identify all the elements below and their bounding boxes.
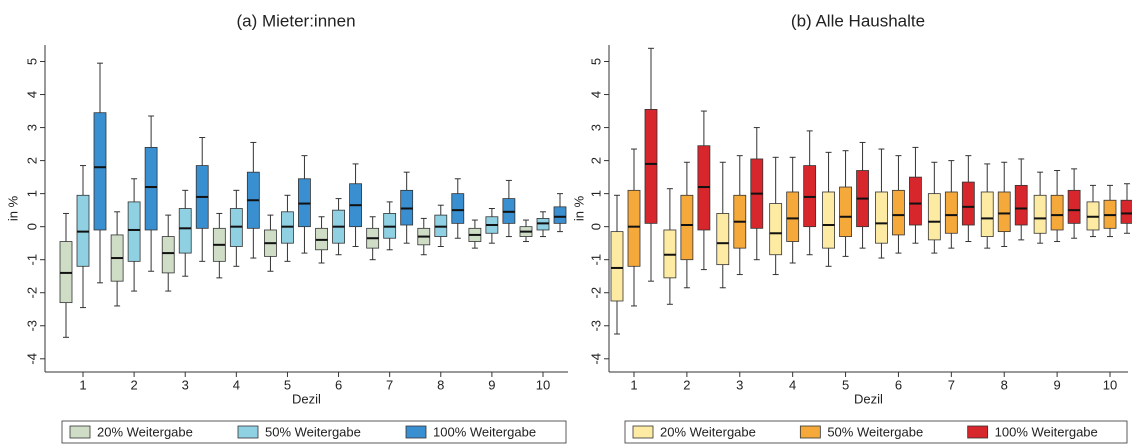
x-tick-label: 6	[335, 377, 342, 392]
x-tick-label: 8	[437, 377, 444, 392]
x-axis-label: Dezil	[292, 391, 321, 406]
box	[451, 193, 465, 224]
legend-swatch	[799, 425, 821, 439]
box	[1014, 184, 1028, 226]
box	[1067, 189, 1081, 224]
box	[161, 236, 175, 274]
box	[144, 146, 158, 231]
box	[680, 194, 694, 261]
legend-swatch	[967, 425, 989, 439]
x-tick-label: 4	[789, 377, 796, 392]
box	[627, 189, 641, 267]
y-axis-label: in %	[571, 195, 586, 221]
x-tick-label: 5	[284, 377, 291, 392]
x-tick-label: 4	[233, 377, 240, 392]
box	[927, 193, 941, 241]
box	[1120, 199, 1132, 224]
x-tick-label: 10	[1103, 377, 1117, 392]
y-tick-label: 2	[24, 157, 39, 164]
legend-label: 100% Weitergabe	[995, 424, 1098, 439]
x-tick-label: 8	[1001, 377, 1008, 392]
x-tick-label: 2	[130, 377, 137, 392]
box	[610, 231, 624, 302]
box	[644, 109, 658, 224]
x-tick-label: 7	[948, 377, 955, 392]
y-tick-label: 3	[24, 124, 39, 131]
y-tick-label: 5	[24, 58, 39, 65]
x-tick-label: 7	[386, 377, 393, 392]
box	[961, 181, 975, 226]
panel-title: (a) Mieter:innen	[236, 11, 355, 30]
y-tick-label: 1	[588, 190, 603, 197]
legend-label: 50% Weitergabe	[265, 424, 361, 439]
y-tick-label: 4	[588, 91, 603, 98]
box	[892, 189, 905, 236]
y-tick-label: -1	[588, 254, 603, 266]
x-tick-label: 2	[683, 377, 690, 392]
box	[944, 191, 958, 234]
y-tick-label: -4	[588, 353, 603, 365]
y-tick-label: 0	[588, 223, 603, 230]
y-tick-label: -3	[24, 320, 39, 332]
x-tick-label: 9	[488, 377, 495, 392]
y-tick-label: 2	[588, 157, 603, 164]
y-tick-label: 1	[24, 190, 39, 197]
box	[769, 203, 783, 256]
legend-swatch	[237, 425, 259, 439]
box	[178, 208, 192, 254]
legend	[61, 420, 567, 444]
x-tick-label: 1	[79, 377, 86, 392]
box	[716, 213, 730, 266]
box	[786, 191, 800, 242]
box	[1050, 194, 1064, 231]
box	[909, 176, 922, 226]
y-tick-label: 4	[24, 91, 39, 98]
box	[93, 112, 107, 231]
x-tick-label: 9	[1053, 377, 1060, 392]
legend-swatch	[632, 425, 654, 439]
x-tick-label: 6	[895, 377, 902, 392]
y-tick-label: -1	[24, 254, 39, 266]
panel-title: (b) Alle Haushalte	[791, 11, 925, 30]
y-tick-label: -2	[24, 287, 39, 299]
legend-swatch	[69, 425, 91, 439]
box	[553, 206, 567, 224]
x-tick-label: 10	[536, 377, 550, 392]
legend-label: 100% Weitergabe	[433, 424, 536, 439]
y-tick-label: -3	[588, 320, 603, 332]
legend-swatch	[405, 425, 427, 439]
box	[1033, 194, 1047, 234]
y-tick-label: 5	[588, 58, 603, 65]
box	[997, 191, 1011, 233]
y-tick-label: -2	[588, 287, 603, 299]
box	[822, 191, 835, 249]
box	[875, 191, 888, 244]
x-axis-label: Dezil	[854, 391, 883, 406]
x-tick-label: 5	[842, 377, 849, 392]
x-tick-label: 1	[630, 377, 637, 392]
box	[980, 191, 994, 237]
legend	[624, 420, 1128, 444]
x-tick-label: 3	[182, 377, 189, 392]
legend-label: 50% Weitergabe	[827, 424, 923, 439]
y-tick-label: -4	[24, 353, 39, 365]
box	[839, 186, 852, 237]
box	[127, 201, 141, 262]
y-axis-label: in %	[5, 195, 20, 221]
y-tick-label: 3	[588, 124, 603, 131]
x-tick-label: 3	[736, 377, 743, 392]
y-tick-label: 0	[24, 223, 39, 230]
legend-label: 20% Weitergabe	[660, 424, 756, 439]
legend-label: 20% Weitergabe	[97, 424, 193, 439]
